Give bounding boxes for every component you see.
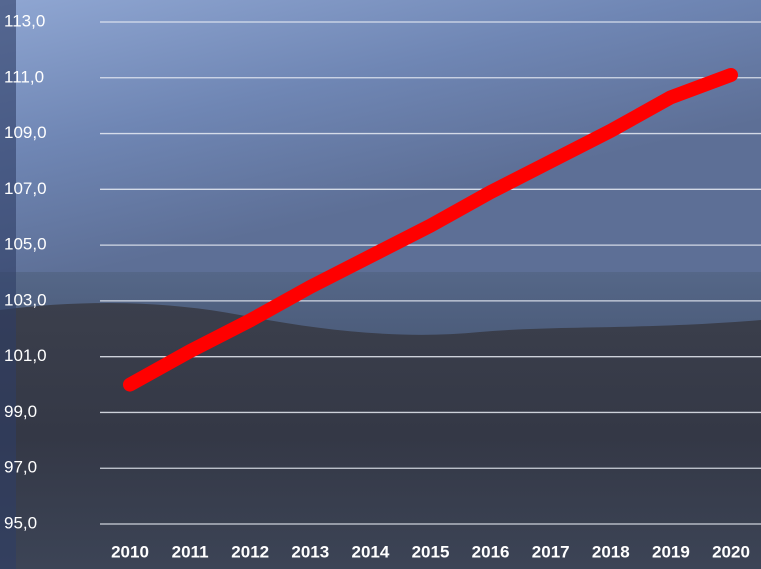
x-tick-label: 2017 — [532, 542, 570, 561]
y-tick-label: 113,0 — [4, 11, 45, 30]
y-tick-label: 105,0 — [4, 235, 47, 254]
x-tick-label: 2010 — [111, 542, 149, 561]
y-tick-label: 99,0 — [4, 402, 37, 421]
y-tick-label: 103,0 — [4, 290, 47, 309]
y-tick-label: 101,0 — [4, 346, 47, 365]
x-tick-label: 2020 — [712, 542, 750, 561]
y-tick-label: 107,0 — [4, 179, 47, 198]
x-tick-label: 2019 — [652, 542, 690, 561]
x-tick-label: 2012 — [231, 542, 269, 561]
y-tick-label: 109,0 — [4, 123, 47, 142]
x-tick-label: 2015 — [412, 542, 450, 561]
y-tick-label: 95,0 — [4, 513, 37, 532]
x-tick-label: 2016 — [472, 542, 510, 561]
left-edge — [0, 0, 16, 569]
background-land — [0, 303, 761, 569]
x-tick-label: 2014 — [351, 542, 389, 561]
line-series — [123, 67, 738, 392]
y-tick-label: 97,0 — [4, 458, 37, 477]
y-tick-label: 111,0 — [4, 67, 44, 86]
x-tick-label: 2013 — [291, 542, 329, 561]
x-tick-label: 2011 — [172, 542, 209, 561]
x-tick-label: 2018 — [592, 542, 630, 561]
